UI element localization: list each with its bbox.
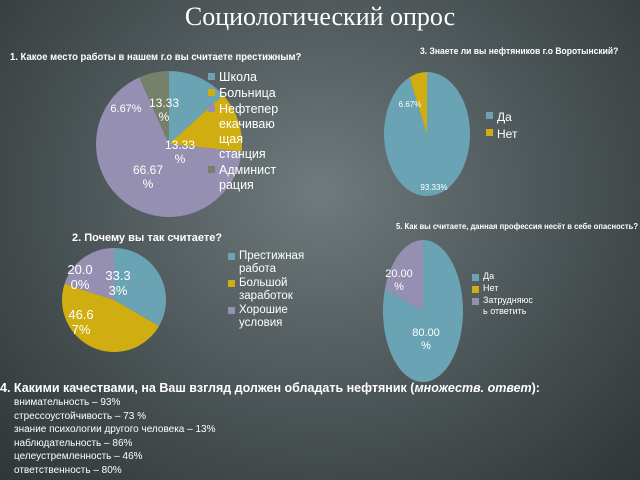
answers-list: внимательность – 93% стрессоустойчивость … [14,396,216,478]
q2-data-label-1: 33.3 3% [105,268,131,298]
q5-data-label-3: 20.00 % [385,268,413,293]
answer-item: знание психологии другого человека – 13% [14,424,216,436]
q5-legend-label-1: Да [483,271,495,281]
q1-legend-item-1: Школа [208,70,278,85]
q1-slice-3 [95,77,242,217]
q3-legend: Да Нет [486,109,517,143]
q5-data-label-1: 80.00 % [412,327,440,352]
q5-legend-swatch-1 [472,274,479,281]
answer-item: ответственность – 80% [14,464,122,476]
q1-legend-swatch-2 [208,89,215,96]
q3-legend-item-2: Нет [486,126,517,142]
q3-slice-2 [409,72,427,134]
question-4: 4. Какими качествами, на Ваш взгляд долж… [0,381,540,395]
q2-legend-swatch-1 [228,253,235,260]
answer-item: целеустремленность – 46% [14,451,143,463]
q3-data-label-2: 6.67% [398,100,422,109]
q2-chart-title: 2. Почему вы так считаете? [72,232,223,244]
q5-legend-swatch-2 [472,286,479,293]
q1-data-label-1: 13.33 % [148,96,180,124]
q2-legend: Престижная работа Большой заработок Хороши… [228,250,304,331]
q3-slice-1 [384,72,470,196]
q1-legend-label-1: Школа [219,70,257,84]
q3-legend-item-1: Да [486,109,517,125]
q2-slice-1 [114,248,166,326]
q2-legend-swatch-3 [228,307,235,314]
q1-legend-item-4: Админист рация [208,163,278,193]
answer-item: внимательность – 93% [14,397,121,408]
q3-legend-swatch-2 [486,129,493,136]
q5-legend-label-2: Нет [483,283,499,293]
q2-legend-item-3: Хорошие условия [228,304,304,330]
q3-legend-label-1: Да [497,110,512,124]
q2-legend-swatch-2 [228,280,235,287]
q5-chart-title: 5. Как вы считаете, данная профессия нес… [396,221,639,231]
q1-data-label-3: 66.67 % [132,163,164,191]
answer-item: стрессоустойчивость – 73 % [14,410,147,422]
q1-legend: Школа Больница Нефтепер екачиваю щая станц… [208,70,278,194]
q2-data-label-2: 46.6 7% [68,307,94,337]
q2-slice-3 [64,248,114,300]
q1-slice-4 [139,71,169,144]
q5-legend-item-1: Да [472,271,533,282]
q2-legend-label-1: Престижная работа [239,250,305,275]
q3-data-label-1: 93.33% [420,183,448,192]
q1-legend-label-4: Админист рация [219,163,277,192]
q5-slice-3 [384,240,423,311]
q1-legend-swatch-3 [208,105,215,112]
page-title: Социологический опрос [184,2,456,31]
q1-legend-swatch-4 [208,166,215,173]
q2-legend-label-2: Большой заработок [239,277,293,302]
q1-legend-label-3: Нефтепер екачиваю щая станция [219,102,279,161]
q1-data-label-2: 13.33 % [164,138,196,166]
answer-item: наблюдательность – 86% [14,437,133,449]
q1-chart-title: 1. Какое место работы в нашем г.о вы счи… [10,52,302,63]
q2-legend-item-2: Большой заработок [228,277,304,303]
q3-legend-label-2: Нет [497,127,518,141]
q2-slice-2 [61,283,160,353]
q2-legend-label-3: Хорошие условия [239,304,288,329]
q1-legend-label-2: Больница [219,86,276,100]
q2-legend-item-1: Престижная работа [228,250,304,276]
q5-legend-item-2: Нет [472,283,533,294]
question-4-end: ): [531,381,540,395]
q5-legend-item-3: Затрудняюс ь ответить [472,295,533,317]
question-4-text: Какими качествами, на Ваш взгляд должен … [13,381,415,395]
q1-slice-2 [169,95,243,152]
q3-legend-swatch-1 [486,112,493,119]
q2-data-label-3: 20.0 0% [67,262,93,292]
q3-chart-title: 3. Знаете ли вы нефтяников г.о Воротынск… [420,46,619,56]
q5-legend-label-3: Затрудняюс ь ответить [483,295,533,316]
q1-legend-item-3: Нефтепер екачиваю щая станция [208,102,278,162]
q5-legend-swatch-3 [472,298,479,305]
question-4-number: 4. [0,381,11,395]
question-4-italic: множеств. ответ [414,381,532,395]
q5-legend: Да Нет Затрудняюс ь ответить [472,271,533,318]
q1-legend-item-2: Больница [208,86,278,101]
q1-legend-swatch-1 [208,73,215,80]
q1-data-label-4: 6.67% [110,103,142,115]
